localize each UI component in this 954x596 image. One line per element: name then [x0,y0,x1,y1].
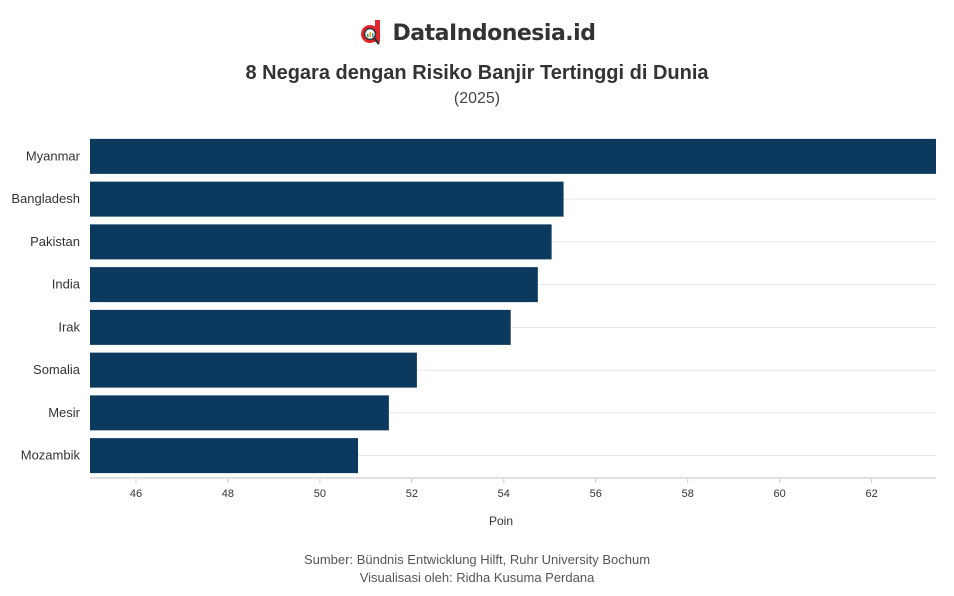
x-tick-label: 62 [866,488,878,500]
x-tick-label: 48 [222,488,234,500]
bar-pakistan [90,224,552,260]
chart-subtitle: (2025) [453,90,501,107]
category-label: Somalia [33,362,81,377]
bar-mozambik [90,438,359,474]
x-tick-label: 46 [130,488,142,500]
bar-mesir [90,395,389,431]
x-tick-label: 58 [682,488,694,500]
x-tick-label: 50 [314,488,326,500]
category-label: Mozambik [21,448,81,463]
brand-logo: DataIndonesia.id [0,20,954,46]
x-tick-label: 52 [406,488,418,500]
x-tick-label: 56 [590,488,602,500]
category-label: Bangladesh [11,191,80,206]
chart-title: 8 Negara dengan Risiko Banjir Tertinggi … [245,62,709,84]
visualization-credit: Visualisasi oleh: Ridha Kusuma Perdana [359,570,595,585]
bar-bangladesh [90,181,564,217]
brand-name: DataIndonesia.id [392,20,596,46]
bar-irak [90,309,511,345]
category-label: Irak [58,319,80,334]
x-axis-label: Poin [489,514,513,528]
category-label: India [52,277,81,292]
source-note: Sumber: Bündnis Entwicklung Hilft, Ruhr … [303,552,651,567]
x-tick-label: 54 [498,488,510,500]
bar-myanmar [90,138,936,174]
category-label: Myanmar [26,148,81,163]
logo-icon [360,20,380,45]
bar-chart: Myanmar Bangladesh Pakistan India Irak Somali… [11,138,936,528]
category-label: Pakistan [30,234,80,249]
bar-india [90,267,538,303]
x-tick-label: 60 [774,488,786,500]
category-label: Mesir [48,405,80,420]
bar-somalia [90,352,417,388]
